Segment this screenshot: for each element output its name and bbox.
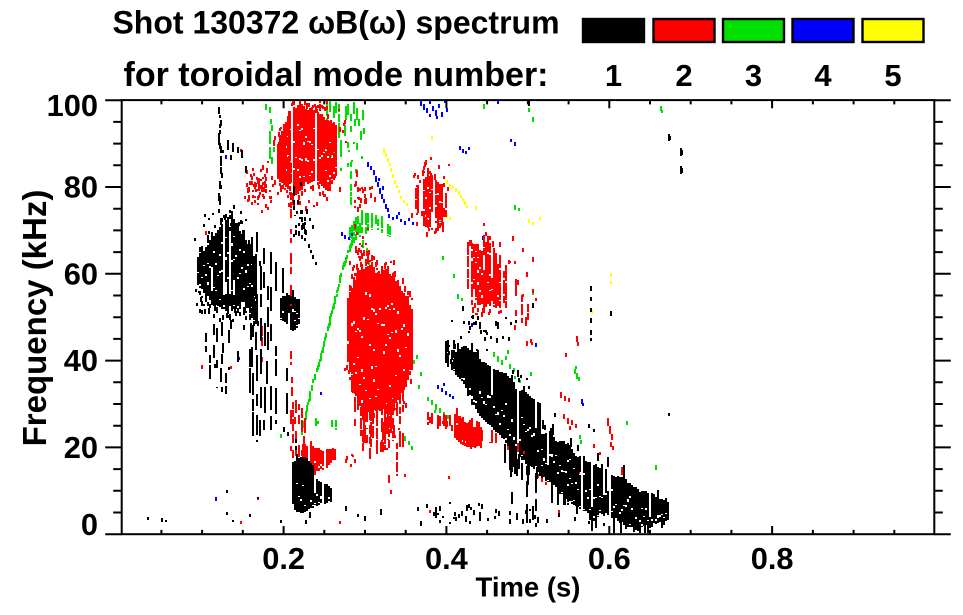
svg-text:0.2: 0.2 [262,541,305,576]
svg-text:20: 20 [64,430,98,465]
svg-text:1: 1 [605,58,622,93]
svg-text:4: 4 [814,58,832,93]
svg-text:Frequency (kHz): Frequency (kHz) [16,190,53,447]
svg-text:100: 100 [47,88,98,123]
svg-text:for toroidal mode number:: for toroidal mode number: [124,56,549,94]
svg-text:5: 5 [884,58,901,93]
svg-text:0: 0 [81,507,98,542]
svg-text:40: 40 [64,343,98,378]
svg-text:0.4: 0.4 [425,541,468,576]
svg-text:Shot 130372 ωB(ω) spectrum: Shot 130372 ωB(ω) spectrum [112,5,559,41]
svg-text:3: 3 [745,58,762,93]
svg-text:Time (s): Time (s) [476,572,581,603]
svg-text:0.8: 0.8 [751,541,794,576]
svg-text:2: 2 [675,58,692,93]
svg-text:0.6: 0.6 [588,541,631,576]
svg-text:60: 60 [64,256,98,291]
svg-text:80: 80 [64,170,98,205]
